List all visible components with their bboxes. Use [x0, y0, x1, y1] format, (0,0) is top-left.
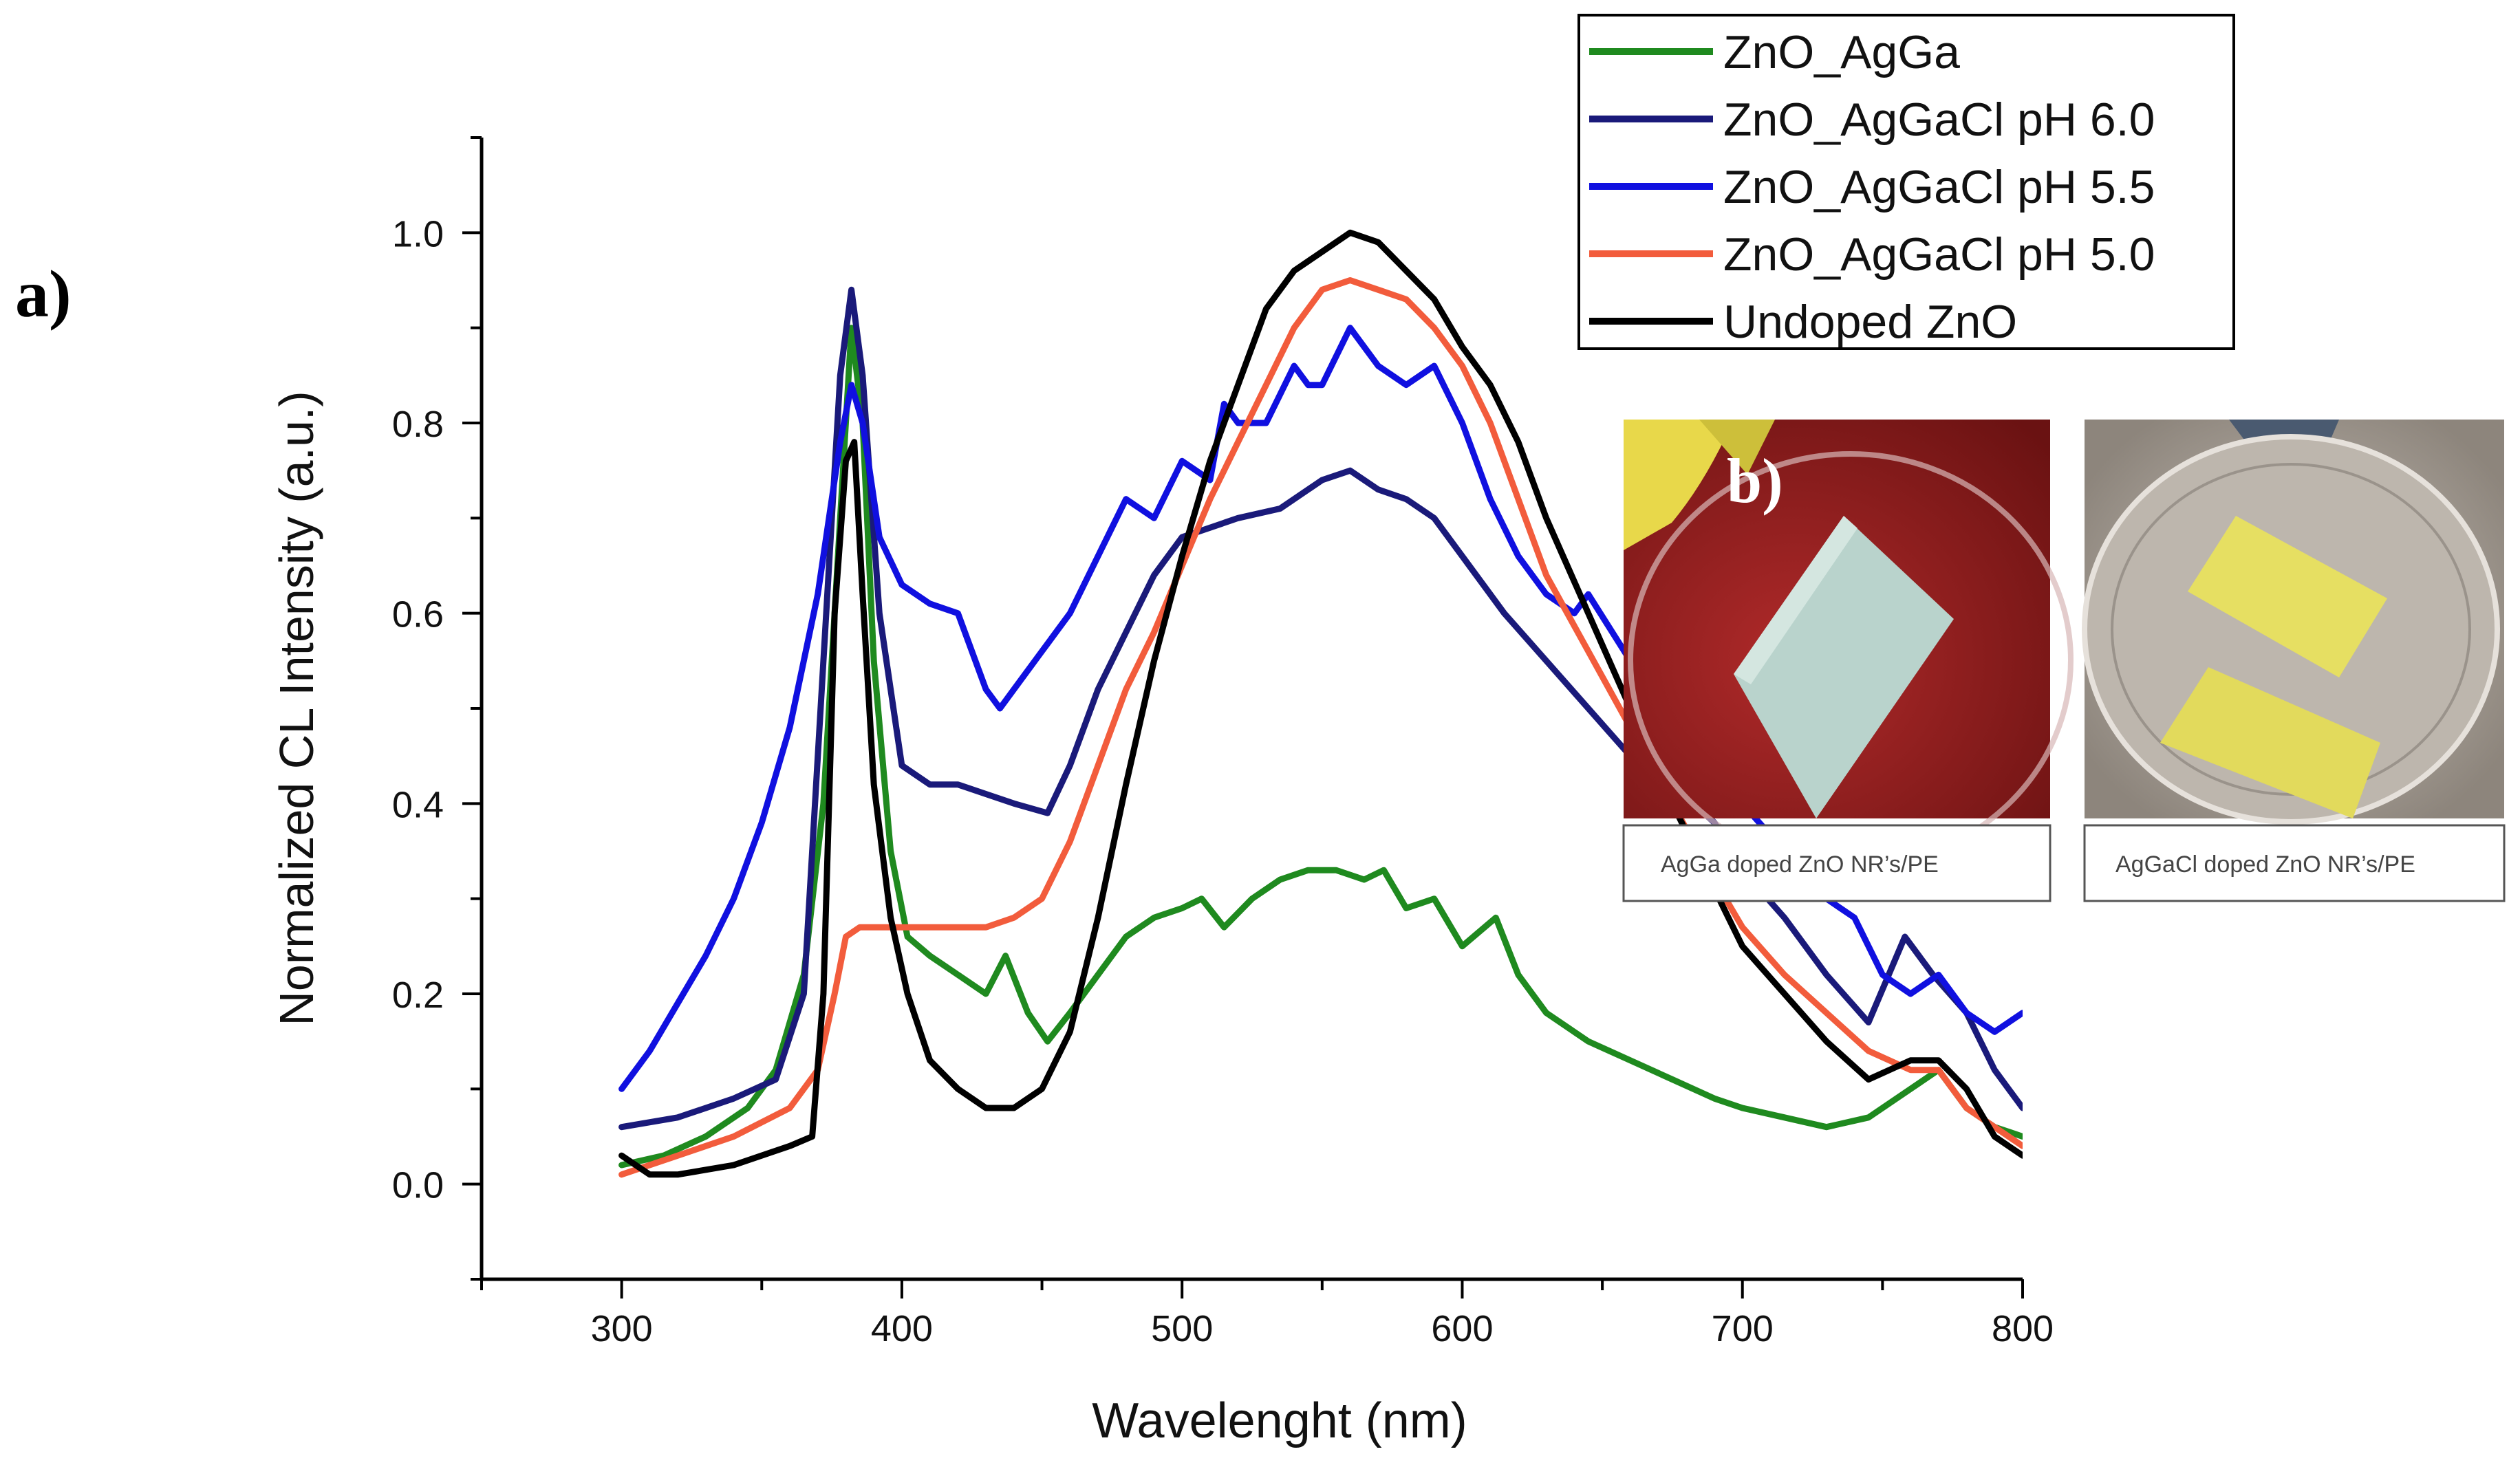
photo-caption-agga: AgGa doped ZnO NR’s/PE: [1661, 851, 1939, 878]
y-tick-label: 0.8: [392, 404, 444, 445]
legend: ZnO_AgGa ZnO_AgGaCl pH 6.0 ZnO_AgGaCl pH 5…: [1577, 14, 2235, 350]
x-tick-label: 600: [1431, 1308, 1493, 1349]
x-tick-label: 400: [871, 1308, 933, 1349]
panel-label-b: b): [1727, 446, 1783, 516]
series-line-black: [618, 229, 2023, 1178]
x-tick-label: 500: [1151, 1308, 1213, 1349]
x-tick-label: 300: [591, 1308, 653, 1349]
panel-label-a: a): [15, 257, 72, 332]
y-tick-label: 0.4: [392, 784, 444, 825]
photo-inset: b) AgGa doped ZnO NR’s/PE AgGaCl doped Z…: [1622, 420, 2506, 902]
legend-box: [1577, 14, 2235, 350]
x-ticks: 300 400 500 600 700 800: [480, 1279, 2054, 1349]
legend-label: ZnO_AgGaCl pH 5.0: [1723, 228, 2155, 281]
legend-label: ZnO_AgGaCl pH 6.0: [1723, 94, 2155, 146]
y-ticks: 0.0 0.2 0.4 0.6 0.8 1.0: [392, 136, 482, 1281]
y-tick-label: 0.2: [392, 975, 444, 1016]
y-tick-label: 1.0: [392, 213, 444, 254]
photo-caption-aggacl: AgGaCl doped ZnO NR’s/PE: [2115, 851, 2415, 878]
legend-label: ZnO_AgGa: [1723, 26, 1960, 78]
legend-items: ZnO_AgGa ZnO_AgGaCl pH 6.0 ZnO_AgGaCl pH 5…: [1589, 26, 2155, 348]
x-axis-label: Wavelenght (nm): [1092, 1393, 1467, 1448]
series-line-green: [618, 325, 2023, 1169]
x-tick-label: 700: [1712, 1308, 1774, 1349]
y-tick-label: 0.6: [392, 594, 444, 635]
y-tick-label: 0.0: [392, 1165, 444, 1206]
legend-label: Undoped ZnO: [1723, 296, 2017, 348]
series-line-orange: [618, 277, 2023, 1178]
legend-label: ZnO_AgGaCl pH 5.5: [1723, 161, 2155, 213]
x-tick-label: 800: [1992, 1308, 2054, 1349]
photo-aggacl: AgGaCl doped ZnO NR’s/PE: [2082, 420, 2506, 902]
photo-agga: b) AgGa doped ZnO NR’s/PE: [1622, 420, 2074, 902]
y-axis-label: Normalized CL Intensity (a.u.): [270, 391, 323, 1025]
axes: 0.0 0.2 0.4 0.6 0.8 1.0 300 400 500 600 700 800: [392, 136, 2054, 1349]
